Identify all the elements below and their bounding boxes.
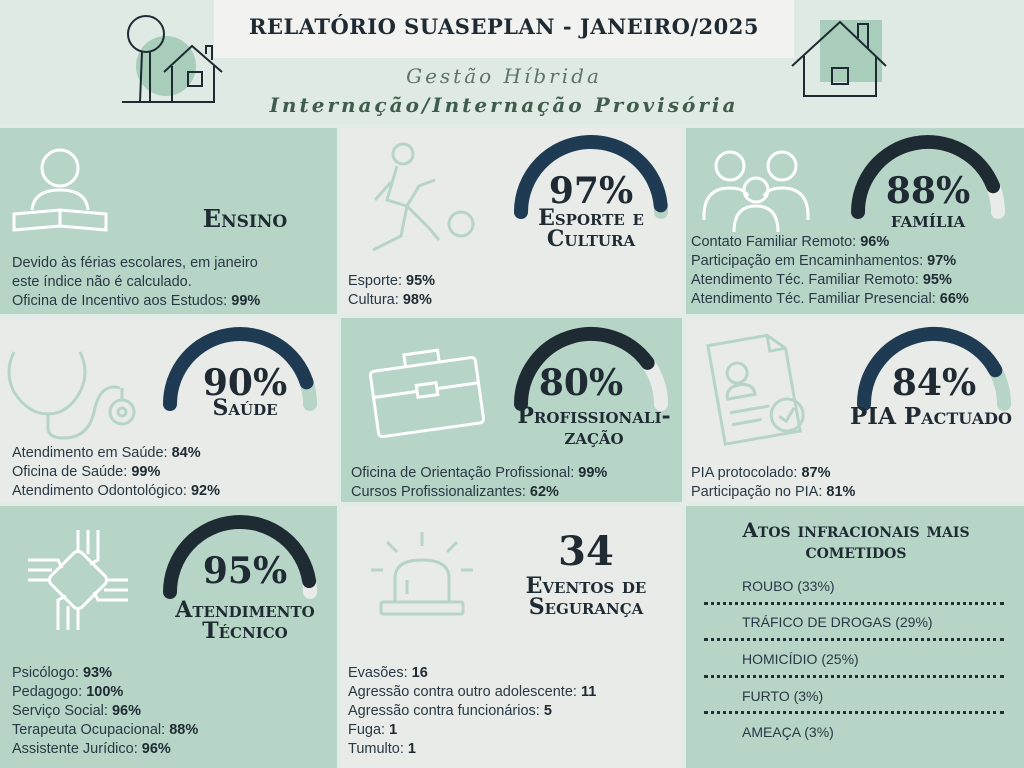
seguranca-line: Evasões: 16 xyxy=(348,665,428,681)
pia-percent: 84% xyxy=(891,362,977,404)
pia-gauge xyxy=(857,327,1011,411)
atendimento-line: Pedagogo: 100% xyxy=(12,684,124,700)
saude-percent: 90% xyxy=(202,362,288,404)
profissionalizacao-line: Cursos Profissionalizantes: 62% xyxy=(351,484,559,500)
subtitle-unit: Internação/Internação Provisória xyxy=(269,93,739,117)
familia-panel: 88% família Contato Familiar Remoto: 96%… xyxy=(686,128,1024,314)
divider xyxy=(704,638,1004,641)
esporte-label: Esporte e Cultura xyxy=(538,205,644,252)
atos-item: TRÁFICO DE DROGAS (29%) xyxy=(742,614,933,630)
divider xyxy=(704,602,1004,605)
ensino-line: este índice não é calculado. xyxy=(12,274,192,290)
seguranca-line: Agressão contra funcionários: 5 xyxy=(348,703,552,719)
seguranca-line: Tumulto: 1 xyxy=(348,741,416,757)
pia-label: PIA Pactuado xyxy=(850,403,1012,430)
familia-lines: Contato Familiar Remoto: 96% Participaçã… xyxy=(691,233,969,309)
pia-lines: PIA protocolado: 87% Participação no PIA… xyxy=(691,464,855,502)
profissionalizacao-label: Profissionali-zação xyxy=(517,403,671,450)
atos-item: AMEAÇA (3%) xyxy=(742,724,834,740)
atendimento-line: Serviço Social: 96% xyxy=(12,703,141,719)
seguranca-lines: Evasões: 16 Agressão contra outro adoles… xyxy=(348,664,596,759)
atos-panel: Atos infracionais mais cometidos ROUBO (3… xyxy=(686,506,1024,768)
seguranca-line: Agressão contra outro adolescente: 11 xyxy=(348,684,597,700)
subtitle: Gestão Híbrida xyxy=(406,64,602,88)
esporte-lines: Esporte: 95% Cultura: 98% xyxy=(348,272,435,310)
saude-gauge xyxy=(163,327,317,411)
esporte-panel: 97% Esporte e Cultura Esporte: 95% Cultur… xyxy=(341,128,682,314)
atos-title: Atos infracionais mais cometidos xyxy=(742,518,970,563)
familia-label: família xyxy=(890,207,966,233)
atendimento-label: Atendimento Técnico xyxy=(175,597,315,644)
ensino-line: Devido às férias escolares, em janeiro xyxy=(12,255,258,271)
atendimento-percent: 95% xyxy=(202,550,288,592)
family-icon xyxy=(702,150,810,233)
familia-line: Atendimento Téc. Familiar Presencial: 66… xyxy=(691,291,969,307)
seguranca-count: 34 xyxy=(558,528,614,575)
atos-item: ROUBO (33%) xyxy=(742,578,835,594)
familia-gauge xyxy=(851,135,1005,219)
profissionalizacao-percent: 80% xyxy=(538,362,624,404)
saude-line: Oficina de Saúde: 99% xyxy=(12,464,161,480)
saude-panel: 90% Saúde Atendimento em Saúde: 84% Ofic… xyxy=(0,318,337,502)
profissionalizacao-line: Oficina de Orientação Profissional: 99% xyxy=(351,465,608,481)
page-title: RELATÓRIO SUASEPLAN - JANEIRO/2025 xyxy=(249,14,759,39)
ensino-panel: Ensino Devido às férias escolares, em ja… xyxy=(0,128,337,314)
atos-item: FURTO (3%) xyxy=(742,688,824,704)
divider xyxy=(704,711,1004,714)
stethoscope-icon xyxy=(7,351,136,440)
house-icon xyxy=(791,20,887,97)
saude-line: Atendimento em Saúde: 84% xyxy=(12,445,201,461)
tree-house-icon xyxy=(122,15,223,103)
soccer-player-icon xyxy=(372,142,475,252)
ensino-line: Oficina de Incentivo aos Estudos: 99% xyxy=(12,293,261,309)
title-box: RELATÓRIO SUASEPLAN - JANEIRO/2025 xyxy=(214,0,794,58)
seguranca-line: Fuga: 1 xyxy=(348,722,398,738)
saude-line: Atendimento Odontológico: 92% xyxy=(12,483,220,499)
hands-together-icon xyxy=(28,530,128,630)
familia-line: Participação em Encaminhamentos: 97% xyxy=(691,253,957,269)
esporte-percent: 97% xyxy=(548,170,634,212)
atendimento-gauge xyxy=(163,515,317,599)
esporte-line: Cultura: 98% xyxy=(348,292,432,308)
seguranca-panel: 34 Eventos de Segurança Evasões: 16 Agres… xyxy=(341,506,682,768)
esporte-line: Esporte: 95% xyxy=(348,273,436,289)
profissionalizacao-gauge xyxy=(514,327,668,411)
briefcase-icon xyxy=(368,348,486,439)
atendimento-line: Assistente Jurídico: 96% xyxy=(12,741,171,757)
profissionalizacao-panel: 80% Profissionali-zação Oficina de Orien… xyxy=(341,318,682,502)
saude-lines: Atendimento em Saúde: 84% Oficina de Saú… xyxy=(12,444,220,501)
document-check-icon xyxy=(706,333,805,446)
familia-percent: 88% xyxy=(885,170,971,212)
reader-book-icon xyxy=(12,148,108,232)
pia-line: Participação no PIA: 81% xyxy=(691,484,856,500)
divider xyxy=(704,675,1004,678)
seguranca-label: Eventos de Segurança xyxy=(525,573,647,620)
atendimento-panel: 95% Atendimento Técnico Psicólogo: 93% Pe… xyxy=(0,506,337,768)
atendimento-lines: Psicólogo: 93% Pedagogo: 100% Serviço So… xyxy=(12,664,198,759)
pia-panel: 84% PIA Pactuado PIA protocolado: 87% Pa… xyxy=(686,318,1024,502)
profissionalizacao-lines: Oficina de Orientação Profissional: 99% … xyxy=(351,464,607,502)
familia-line: Atendimento Téc. Familiar Remoto: 95% xyxy=(691,272,952,288)
ensino-lines: Devido às férias escolares, em janeiro e… xyxy=(12,254,260,311)
atendimento-line: Terapeuta Ocupacional: 88% xyxy=(12,722,199,738)
atos-item: HOMICÍDIO (25%) xyxy=(742,651,859,667)
esporte-gauge xyxy=(514,134,668,219)
pia-line: PIA protocolado: 87% xyxy=(691,465,831,481)
alarm-light-icon xyxy=(371,532,473,616)
atendimento-line: Psicólogo: 93% xyxy=(12,665,112,681)
ensino-label: Ensino xyxy=(202,204,288,233)
header: RELATÓRIO SUASEPLAN - JANEIRO/2025 Gestã… xyxy=(0,0,1024,124)
familia-line: Contato Familiar Remoto: 96% xyxy=(691,234,890,250)
saude-label: Saúde xyxy=(212,395,278,421)
